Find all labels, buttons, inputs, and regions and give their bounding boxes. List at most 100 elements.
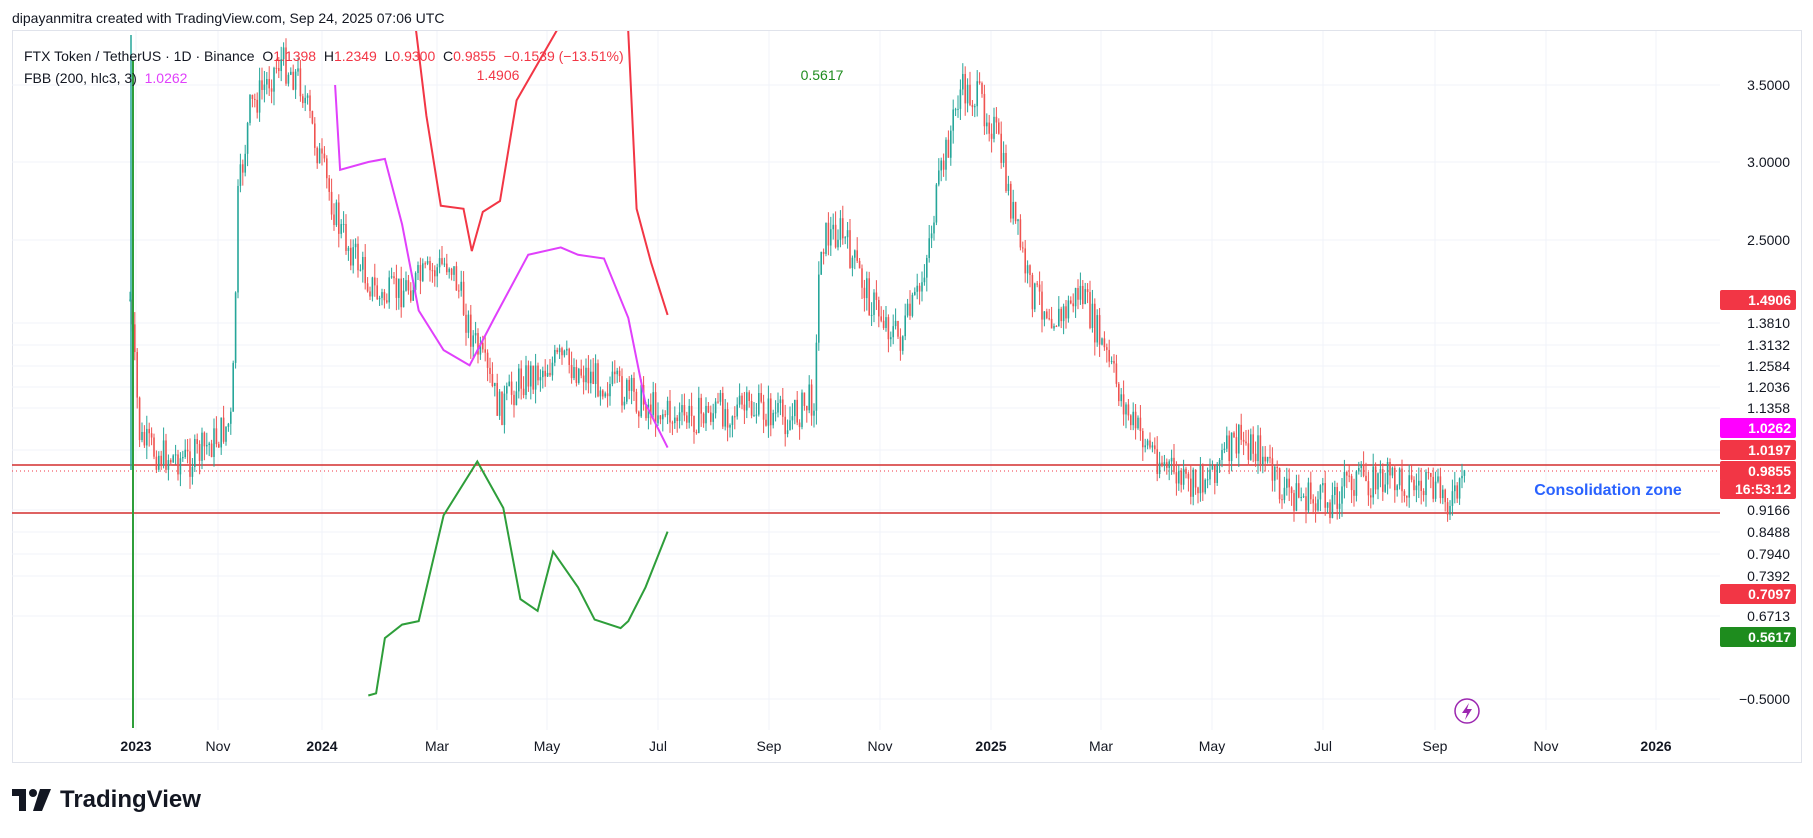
candle-body [1024, 248, 1026, 274]
candle-body [964, 73, 966, 104]
consolidation-zone-label: Consolidation zone [1534, 482, 1682, 499]
chart-frame[interactable] [12, 30, 1802, 763]
candle-body [623, 401, 626, 406]
candle-body [678, 412, 681, 421]
price-label-text: 1.0197 [1748, 442, 1791, 458]
candle-body [1072, 303, 1074, 307]
candle-body [1262, 456, 1264, 465]
candle-body [333, 214, 335, 226]
candle-body [1391, 467, 1394, 476]
candle-body [1386, 462, 1389, 485]
candle-body [1379, 469, 1382, 474]
candle-body [851, 257, 854, 268]
candle-body [914, 291, 916, 295]
candle-body [292, 71, 294, 90]
candle-body [518, 368, 520, 392]
price-label-box [1720, 479, 1796, 499]
candle-body [902, 336, 904, 351]
price-label-box [1720, 418, 1796, 438]
candle-body [1442, 489, 1444, 499]
candle-body [1463, 470, 1466, 476]
candle-body [1319, 485, 1322, 500]
price-chart[interactable]: 2023 Nov 2024 Mar May Jul Sep Nov 2025 Mar May Jul S… [0, 0, 1813, 790]
candle-body [338, 202, 340, 234]
candle-body [1353, 490, 1355, 496]
candle-body [993, 116, 995, 139]
close-value: 0.9855 [453, 48, 496, 64]
candle-body [1384, 484, 1386, 492]
candle-body [542, 370, 544, 378]
candle-body [983, 93, 986, 127]
candle-body [606, 393, 609, 397]
candle-body [1053, 326, 1055, 329]
candle-body [1130, 415, 1132, 426]
candle-body [1432, 476, 1434, 499]
candle-body [515, 391, 518, 406]
indicator-name[interactable]: FBB (200, hlc3, 3) [24, 70, 137, 86]
candle-body [986, 122, 988, 127]
candle-body [335, 202, 338, 226]
candle-body [1070, 300, 1072, 304]
candle-body [1283, 487, 1286, 500]
candle-body [779, 399, 782, 404]
candle-body [386, 300, 388, 303]
candle-body [854, 250, 856, 258]
candle-body [191, 466, 194, 477]
candle-body [304, 97, 306, 104]
price-label-box [1720, 461, 1796, 481]
candle-body [1418, 480, 1420, 486]
candle-body [210, 443, 213, 457]
candle-body [1245, 441, 1247, 444]
candle-body [969, 84, 971, 105]
candle-body [1151, 445, 1154, 448]
candle-body [657, 415, 659, 424]
candle-body [1360, 464, 1362, 468]
tradingview-logo[interactable]: TradingView [12, 786, 201, 814]
candle-body [981, 83, 983, 94]
candle-body [1214, 465, 1216, 483]
candle-body [878, 299, 880, 317]
candle-body [1127, 404, 1130, 416]
candle-body [167, 460, 170, 470]
candle-body [395, 278, 398, 298]
candle-body [206, 444, 208, 447]
candle-body [702, 413, 705, 424]
candle-body [770, 398, 772, 426]
candle-body [323, 153, 326, 159]
candle-body [1005, 152, 1007, 191]
candle-body [1209, 469, 1211, 480]
candle-body [179, 458, 182, 475]
candle-body [820, 251, 822, 275]
candle-body [556, 349, 558, 353]
candle-body [873, 292, 875, 315]
candle-body [544, 370, 546, 377]
candle-body [868, 278, 870, 316]
candle-body [674, 417, 676, 424]
candle-body [1096, 315, 1098, 343]
candle-body [1300, 496, 1302, 498]
candle-body [453, 266, 455, 275]
y-tick-label: 0.9166 [1747, 502, 1790, 518]
candle-body [626, 379, 628, 402]
tradingview-logo-icon [12, 789, 51, 811]
candle-body [611, 371, 614, 384]
band-value-annotation: 0.5617 [801, 67, 844, 83]
candle-body [1413, 479, 1415, 491]
candle-body [1269, 456, 1271, 459]
candle-body [1168, 461, 1170, 468]
candle-body [1103, 338, 1106, 348]
candle-body [246, 122, 249, 154]
candle-body [1062, 306, 1065, 322]
candle-body [808, 384, 810, 411]
lower-band-line [368, 459, 669, 697]
candle-body [774, 412, 777, 414]
price-label-text: 16:53:12 [1735, 481, 1791, 497]
change-value: −0.1539 (−13.51%) [503, 48, 624, 64]
candle-body [767, 398, 770, 426]
candle-body [134, 324, 136, 353]
candle-body [1331, 495, 1334, 518]
symbol-name[interactable]: FTX Token / TetherUS · 1D · Binance [24, 48, 255, 64]
candle-body [671, 422, 674, 424]
candle-body [220, 417, 222, 448]
candle-body [940, 160, 942, 171]
